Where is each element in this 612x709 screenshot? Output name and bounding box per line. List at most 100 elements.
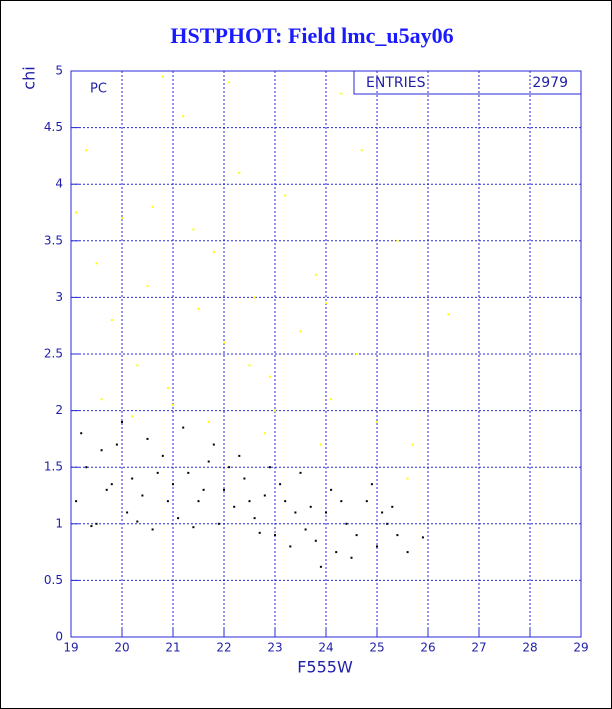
y-tick-label: 3: [55, 290, 63, 304]
point: [360, 149, 363, 152]
point: [325, 511, 327, 514]
point: [345, 522, 348, 525]
point: [253, 296, 256, 299]
point: [115, 443, 118, 446]
point: [263, 432, 266, 435]
point: [294, 511, 297, 514]
point: [284, 500, 287, 503]
x-tick-label: 21: [165, 641, 180, 655]
x-tick-label: 19: [63, 641, 78, 655]
point: [253, 517, 256, 520]
point: [166, 500, 169, 503]
point: [75, 500, 78, 503]
stats-value: 2979: [532, 75, 568, 91]
point: [126, 511, 129, 514]
point: [355, 353, 358, 355]
y-tick-label: 0: [55, 630, 63, 644]
point: [182, 115, 185, 118]
point: [411, 443, 414, 446]
x-tick-label: 29: [573, 641, 588, 655]
point: [335, 551, 338, 554]
x-tick-label: 26: [420, 641, 435, 655]
point: [376, 420, 378, 423]
point: [166, 386, 169, 389]
y-tick-label: 2: [55, 403, 63, 417]
point: [197, 307, 200, 310]
point: [355, 534, 358, 537]
point: [100, 449, 103, 452]
point: [182, 426, 185, 429]
y-axis-label: chi: [20, 66, 39, 89]
point: [228, 81, 231, 84]
y-tick-label: 1.5: [44, 460, 63, 474]
point: [217, 522, 220, 525]
y-tick-label: 1: [55, 516, 63, 530]
point: [141, 494, 144, 497]
point: [299, 471, 302, 474]
point: [299, 330, 302, 333]
point: [258, 531, 261, 534]
point: [319, 565, 322, 568]
x-axis-label: F555W: [297, 658, 353, 677]
point: [223, 488, 225, 491]
point: [330, 398, 333, 401]
point: [187, 471, 190, 474]
point: [207, 420, 210, 423]
point: [131, 415, 134, 418]
point: [121, 420, 123, 423]
y-tick-label: 4.5: [44, 120, 63, 134]
point: [90, 525, 93, 528]
point: [274, 409, 276, 412]
y-tick-label: 0.5: [44, 573, 63, 587]
x-tick-label: 27: [471, 641, 486, 655]
point: [274, 534, 276, 537]
point: [319, 443, 322, 446]
point: [192, 228, 195, 231]
point: [156, 471, 159, 474]
point: [370, 483, 373, 486]
point: [100, 398, 103, 401]
point: [75, 211, 78, 214]
point: [386, 522, 389, 525]
point: [391, 505, 394, 508]
point: [406, 477, 409, 480]
point: [110, 483, 113, 486]
point: [85, 149, 88, 152]
point: [161, 75, 164, 78]
point: [136, 520, 139, 523]
point: [95, 522, 98, 525]
point: [304, 528, 307, 531]
point: [350, 556, 353, 559]
point: [212, 251, 215, 254]
x-tick-label: 23: [267, 641, 282, 655]
point: [263, 494, 266, 497]
point: [197, 500, 200, 503]
point: [268, 375, 271, 378]
point: [131, 477, 134, 480]
point: [172, 403, 174, 406]
point: [376, 545, 378, 548]
point: [233, 505, 236, 508]
point: [365, 500, 368, 503]
point: [238, 171, 241, 174]
point: [151, 205, 154, 208]
annotation: PC: [90, 82, 107, 97]
point: [207, 460, 210, 463]
point: [223, 341, 225, 344]
point: [340, 92, 343, 95]
y-tick-label: 3.5: [44, 233, 63, 247]
x-tick-label: 22: [216, 641, 231, 655]
point: [146, 285, 149, 288]
point: [146, 437, 149, 440]
point: [406, 551, 409, 554]
point: [248, 364, 251, 367]
point: [243, 477, 246, 480]
chart-title: HSTPHOT: Field lmc_u5ay06: [170, 23, 453, 48]
point: [136, 364, 139, 367]
point: [238, 454, 241, 457]
point: [421, 536, 424, 539]
point: [289, 545, 292, 548]
point: [314, 539, 317, 542]
